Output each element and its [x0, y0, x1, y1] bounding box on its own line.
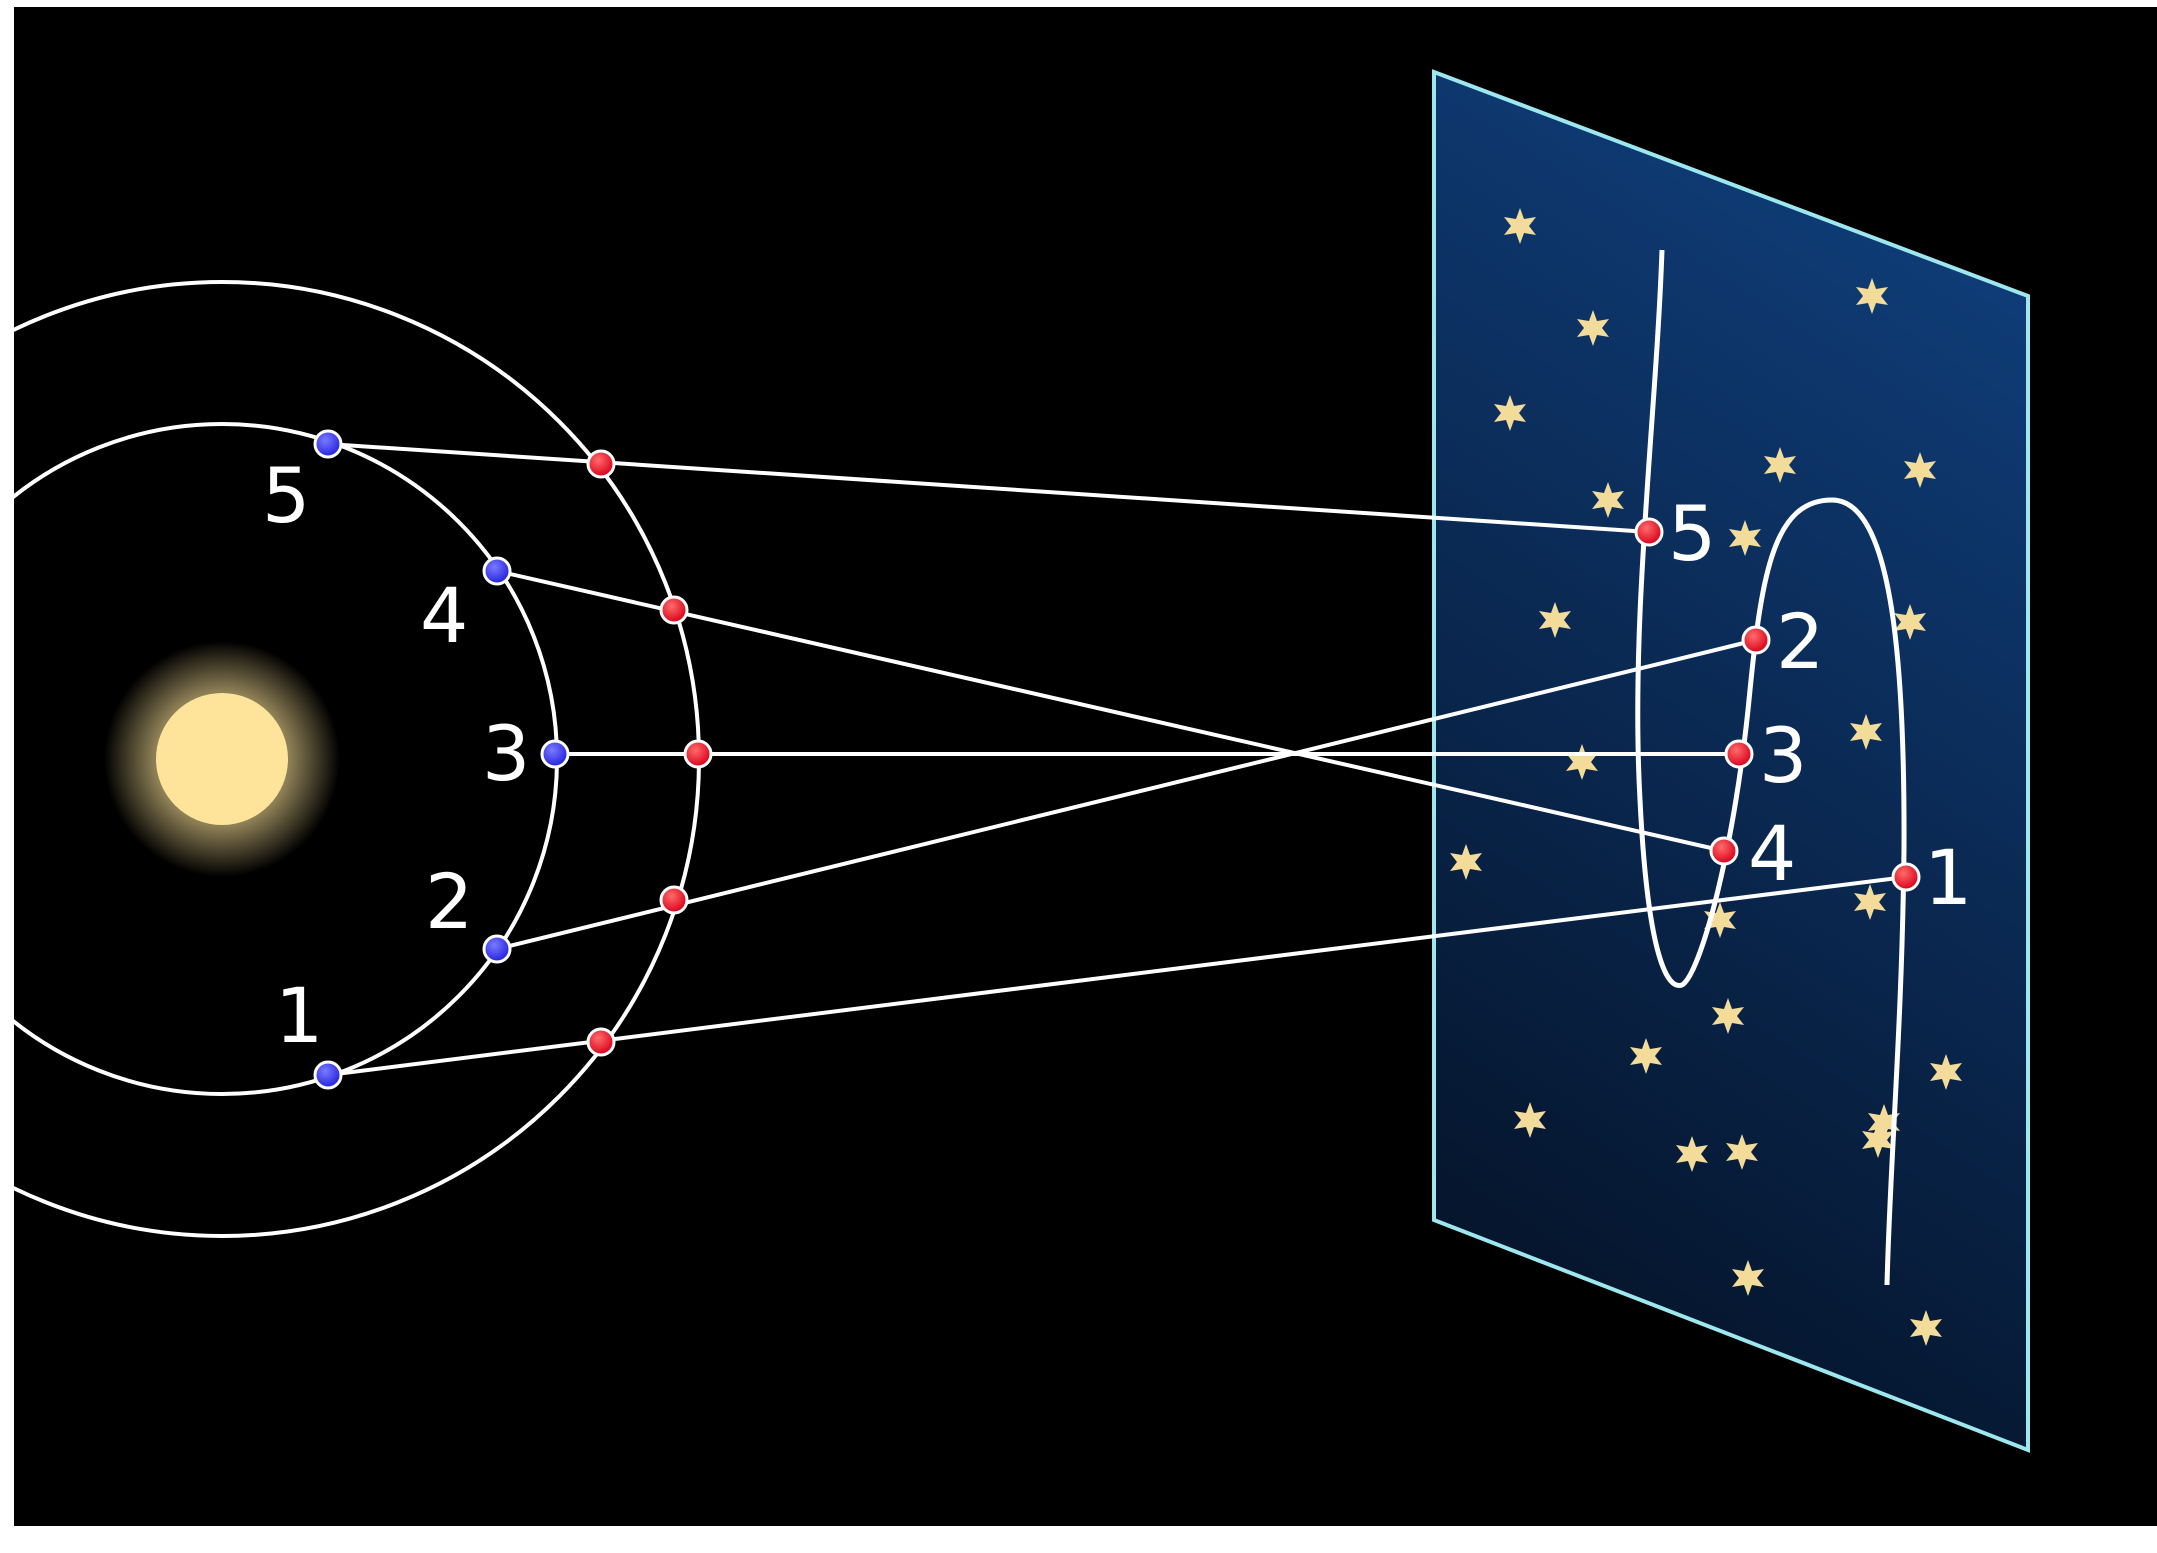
- star-icon: [1726, 1134, 1758, 1170]
- star-icon: [1910, 1310, 1942, 1346]
- star-icon: [1868, 1104, 1900, 1140]
- star-icon: [1862, 1122, 1894, 1158]
- earth-label-4: 4: [420, 571, 468, 660]
- earth-position-2: [482, 934, 512, 964]
- star-icon: [1764, 447, 1796, 483]
- star-icon: [1494, 395, 1526, 431]
- star-icon: [1894, 604, 1926, 640]
- star-icon: [1856, 278, 1888, 314]
- sky-label-5: 5: [1668, 489, 1716, 578]
- star-icon: [1854, 884, 1886, 920]
- sky-position-5: [1634, 517, 1664, 547]
- star-icon: [1850, 714, 1882, 750]
- star-icon: [1592, 482, 1624, 518]
- star-icon: [1732, 1260, 1764, 1296]
- star-icon: [1566, 744, 1598, 780]
- star-icon: [1630, 1038, 1662, 1074]
- star-icon: [1930, 1054, 1962, 1090]
- planet-position-5: [586, 449, 616, 479]
- earth-position-1: [313, 1060, 343, 1090]
- sky-label-2: 2: [1776, 597, 1824, 686]
- star-icon: [1704, 902, 1736, 938]
- star-icon: [1904, 452, 1936, 488]
- star-icon: [1729, 520, 1761, 556]
- star-icon: [1577, 310, 1609, 346]
- earth-label-3: 3: [482, 709, 530, 798]
- sky-label-1: 1: [1924, 833, 1972, 922]
- sun: [156, 693, 288, 825]
- planet-position-3: [683, 739, 713, 769]
- planet-positions: [586, 449, 713, 1057]
- planet-position-1: [586, 1027, 616, 1057]
- sky-label-3: 3: [1759, 711, 1807, 800]
- sky-position-2: [1741, 625, 1771, 655]
- star-icon: [1676, 1136, 1708, 1172]
- sight-line-4: [496, 569, 1725, 853]
- sky-positions: [1634, 517, 1921, 892]
- star-icon: [1514, 1102, 1546, 1138]
- sight-line-2: [496, 638, 1757, 951]
- planet-position-4: [659, 595, 689, 625]
- earth-position-5: [313, 429, 343, 459]
- earth-position-3: [540, 739, 570, 769]
- earth-label-5: 5: [262, 451, 310, 540]
- earth-position-4: [482, 556, 512, 586]
- star-icon: [1712, 998, 1744, 1034]
- star-icon: [1450, 844, 1482, 880]
- background-stars: [1450, 208, 1962, 1346]
- sky-position-4: [1709, 836, 1739, 866]
- sky-label-4: 4: [1748, 809, 1796, 898]
- earth-positions: [313, 429, 570, 1090]
- star-icon: [1539, 602, 1571, 638]
- earth-label-1: 1: [275, 971, 323, 1060]
- planet-position-2: [659, 885, 689, 915]
- sight-line-5: [327, 442, 1650, 534]
- star-icon: [1504, 208, 1536, 244]
- sky-position-3: [1724, 739, 1754, 769]
- sky-position-1: [1891, 862, 1921, 892]
- earth-label-2: 2: [425, 857, 473, 946]
